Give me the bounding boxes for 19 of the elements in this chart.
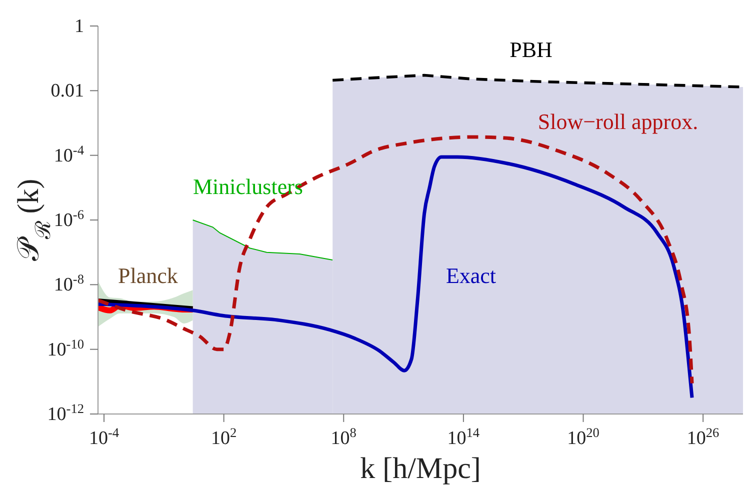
x-tick-label: 10$^{-4}$	[88, 424, 120, 449]
y-tick-label: 1	[74, 16, 84, 37]
x-tick-label: 10$^{8}$	[330, 424, 357, 449]
y-tick-label: 10$^{-6}$	[54, 206, 84, 231]
series-label: Planck	[118, 263, 178, 288]
x-tick-label: 10$^{14}$	[447, 424, 480, 449]
series-label: Slow−roll approx.	[538, 109, 698, 134]
series-label: Exact	[446, 263, 496, 288]
y-tick-label: 0.01	[50, 80, 84, 102]
x-tick-label: 10$^{26}$	[686, 424, 720, 449]
series-label: PBH	[510, 37, 553, 62]
y-tick-label: 10$^{-10}$	[47, 336, 84, 360]
y-tick-label: 10$^{-8}$	[54, 271, 84, 296]
series-label: Miniclusters	[193, 174, 303, 199]
y-tick-label: 10$^{-4}$	[54, 142, 84, 166]
y-tick-label: 10$^{-12}$	[47, 400, 84, 425]
x-tick-label: 10$^{2}$	[210, 424, 237, 449]
x-tick-label: 10$^{20}$	[567, 424, 600, 449]
x-axis-title: k [h/Mpc]	[360, 452, 481, 485]
